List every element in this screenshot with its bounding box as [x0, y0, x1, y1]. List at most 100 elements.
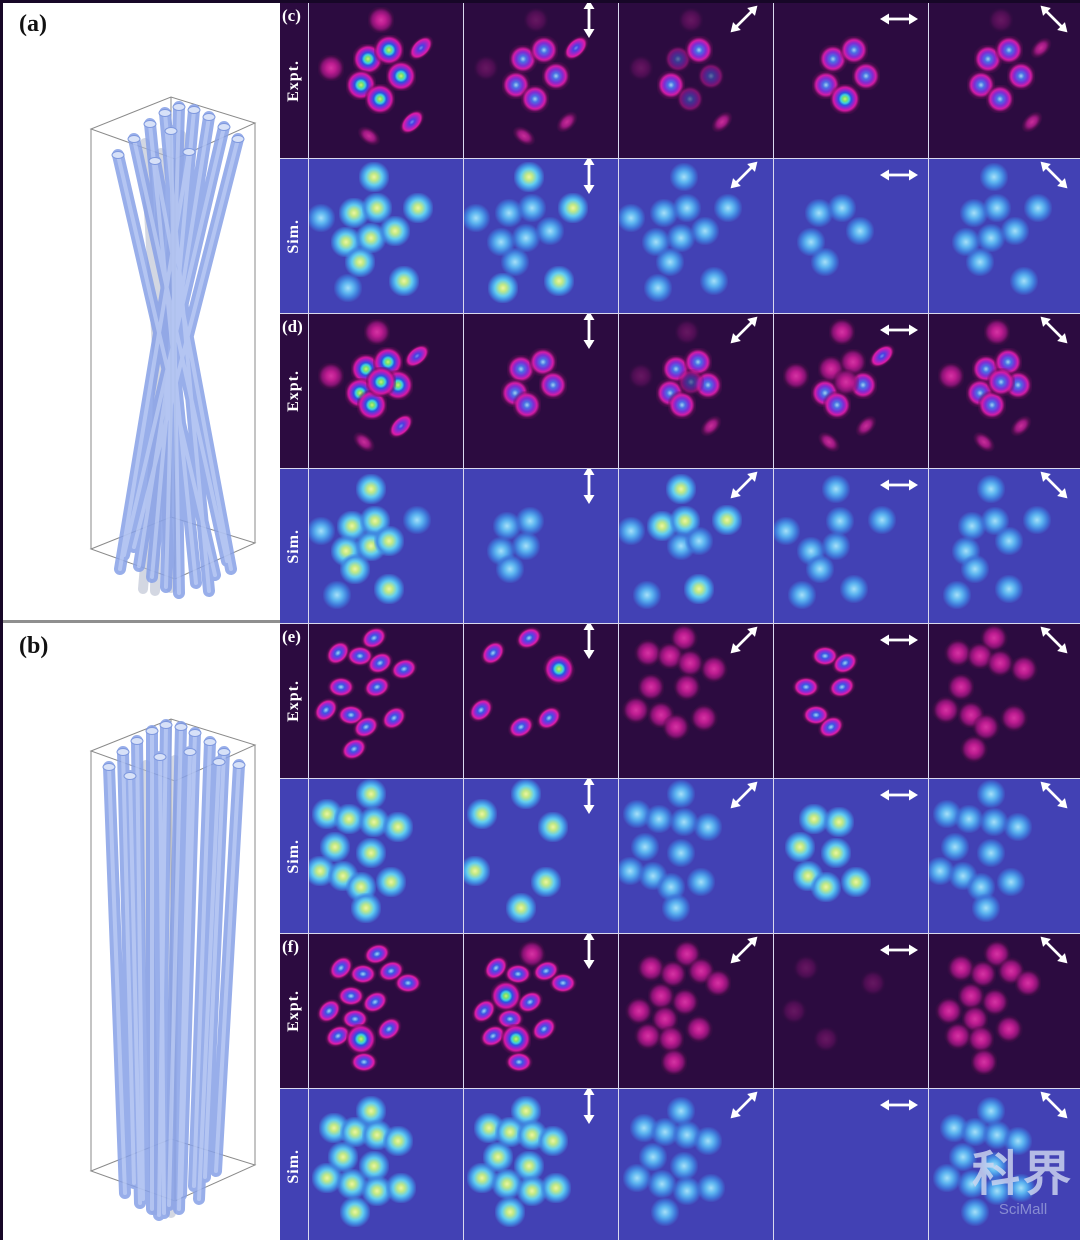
diffraction-spot: [982, 1121, 1011, 1150]
diffraction-spot: [652, 1005, 679, 1032]
panel-b: (b): [3, 625, 280, 1240]
diffraction-spot: [777, 994, 811, 1028]
diffraction-spot: [684, 574, 715, 605]
diffraction-spot: [647, 510, 678, 541]
diffraction-spot: [343, 643, 377, 669]
diffraction-spot: [937, 362, 964, 389]
diffraction-spot: [817, 356, 844, 383]
diffraction-spot: [995, 35, 1024, 64]
diffraction-spot: [1010, 266, 1039, 295]
polarization-arrow-vertical: [582, 624, 596, 659]
diffraction-spot: [536, 217, 565, 246]
diffraction-spot: [1003, 408, 1040, 445]
diffraction-spot: [829, 84, 860, 115]
diffraction-spot: [971, 1048, 998, 1075]
diffraction-spot: [511, 223, 540, 252]
diffraction-spot: [860, 971, 885, 996]
diffraction-spot: [403, 193, 434, 224]
diffraction-spot: [787, 581, 816, 610]
diffraction-spot: [810, 708, 852, 747]
diffraction-spot: [523, 1009, 565, 1050]
polarization-arrow-vertical: [582, 314, 596, 349]
diffraction-spot: [345, 708, 387, 747]
diffraction-spot: [982, 1176, 1011, 1205]
diffraction-spot: [655, 378, 684, 407]
diffraction-spot: [327, 861, 358, 892]
diffraction-spot: [686, 868, 715, 897]
panel-a-label: (a): [19, 11, 47, 37]
diffraction-spot: [774, 516, 801, 545]
diffraction-spot: [694, 370, 723, 399]
diffraction-spot: [656, 643, 683, 670]
diffraction-spot: [638, 862, 667, 891]
row-e-expt: (e) Expt.: [280, 623, 1080, 778]
diffraction-spot: [804, 198, 833, 227]
diffraction-spot: [969, 961, 996, 988]
diffraction-spot: [679, 8, 704, 33]
rod-end-caps-b: [102, 721, 246, 780]
rod-end-caps-a: [111, 103, 245, 165]
panel-e-sim-col1: [308, 779, 463, 933]
diffraction-spot: [334, 983, 368, 1009]
diffraction-spot: [340, 1117, 371, 1148]
row-label-sim: Sim.: [285, 1148, 302, 1184]
diffraction-spot: [320, 947, 362, 989]
diffraction-spot: [668, 390, 697, 419]
diffraction-spot: [384, 651, 425, 687]
diffraction-spot: [374, 34, 405, 65]
diffraction-spot: [929, 857, 954, 886]
diffraction-spot: [628, 56, 653, 81]
diffraction-spot: [541, 1172, 572, 1203]
diffraction-spot: [494, 198, 523, 227]
diffraction-spot: [475, 947, 517, 989]
diffraction-spot: [955, 805, 984, 834]
polarization-arrow-diagonal-se: [1036, 934, 1073, 968]
diffraction-spot: [361, 193, 392, 224]
diffraction-spot: [957, 982, 984, 1009]
diffraction-spot: [820, 837, 851, 868]
diffraction-spot: [659, 961, 686, 988]
diffraction-spot: [645, 805, 674, 834]
diffraction-spot: [670, 670, 704, 704]
diffraction-spot: [971, 355, 1000, 384]
diffraction-spot: [683, 347, 712, 376]
diffraction-spot: [520, 85, 549, 114]
diffraction-spot: [962, 1005, 989, 1032]
diffraction-spot: [942, 949, 980, 987]
diffraction-spot: [929, 691, 965, 729]
diffraction-spot: [510, 1095, 541, 1126]
panel-e-sim-col5: [928, 779, 1080, 933]
diffraction-spot: [500, 378, 529, 407]
diffraction-spot: [482, 1141, 513, 1172]
row-label-strip-e-expt: (e) Expt.: [280, 624, 308, 778]
diffraction-spot: [651, 1198, 680, 1227]
diffraction-spot: [500, 708, 542, 747]
panel-divider: [3, 620, 280, 623]
diffraction-spot: [666, 532, 695, 560]
diffraction-spot: [685, 699, 723, 737]
diffraction-spot: [846, 217, 875, 246]
diffraction-spot: [366, 366, 397, 397]
diffraction-spot: [704, 970, 731, 997]
row-label-sim: Sim.: [285, 528, 302, 564]
diffraction-spot: [799, 804, 830, 835]
diffraction-spot: [694, 1127, 723, 1156]
diffraction-spot: [355, 474, 386, 505]
panel-e-expt-col4: [773, 624, 928, 778]
diffraction-spot: [350, 354, 381, 385]
diffraction-spot: [792, 861, 823, 892]
diffraction-spot: [1001, 217, 1030, 246]
row-label-expt: Expt.: [285, 59, 302, 102]
diffraction-spot: [383, 1126, 414, 1157]
diffraction-spot: [1004, 812, 1033, 841]
diffraction-spot: [967, 71, 996, 100]
diffraction-spot: [496, 555, 525, 584]
diffraction-spot: [505, 118, 543, 154]
diffraction-spot: [350, 893, 381, 924]
diffraction-spot: [1014, 970, 1041, 997]
diffraction-spot: [472, 632, 514, 674]
diffraction-spot: [982, 644, 1018, 681]
diffraction-spot: [810, 378, 839, 407]
polarization-arrow-diagonal-ne: [726, 624, 763, 658]
diffraction-spot: [697, 1173, 726, 1202]
